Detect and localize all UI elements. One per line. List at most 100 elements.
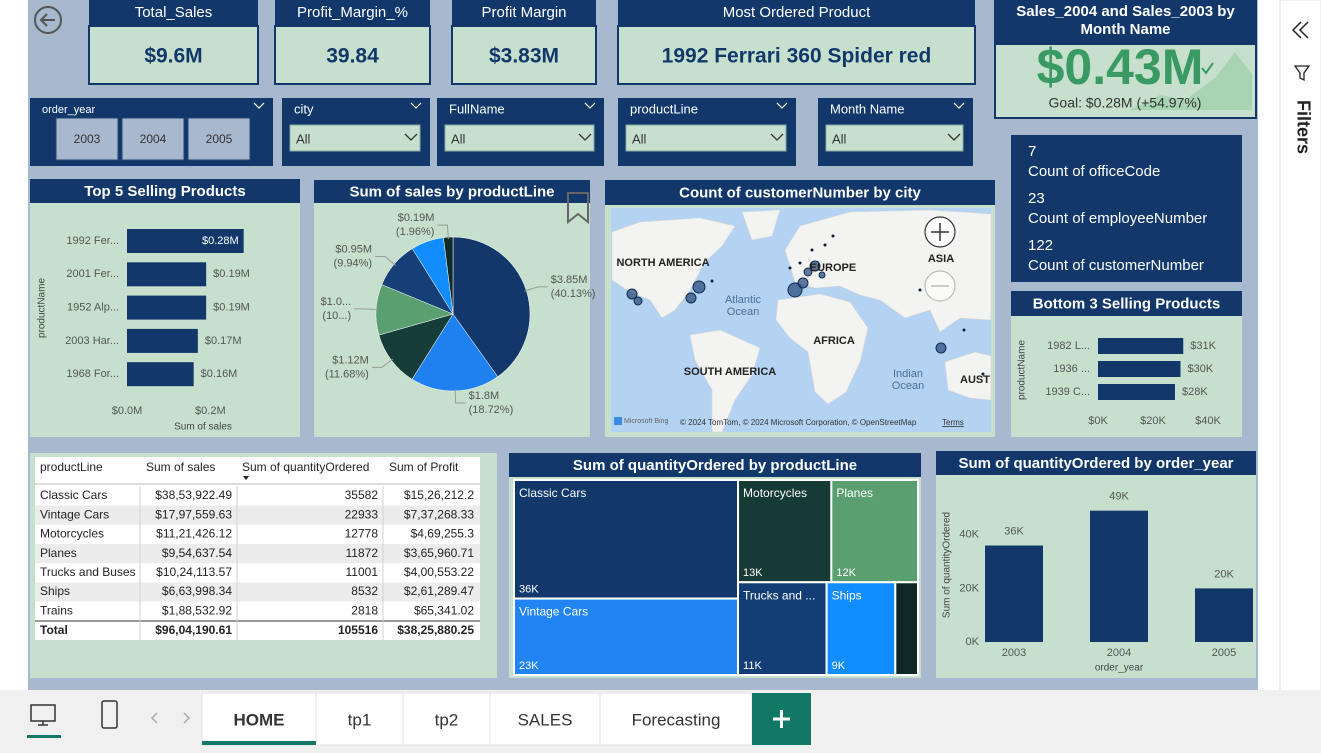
- leader-line: [454, 388, 466, 404]
- table-cell: $9,54,637.54: [162, 546, 232, 560]
- slicer-title: productLine: [630, 101, 698, 116]
- map-bubble: [692, 280, 706, 294]
- page-tab[interactable]: [315, 692, 404, 746]
- map-dot: [798, 261, 802, 265]
- column-header[interactable]: productLine: [40, 460, 103, 474]
- bar: [127, 362, 194, 387]
- slicer-option[interactable]: 2003: [74, 132, 101, 146]
- table-cell: $65,341.02: [414, 603, 474, 617]
- bar: [1098, 338, 1184, 354]
- card-body: [274, 25, 431, 85]
- table-cell: Trains: [40, 603, 73, 617]
- data-label: $28K: [1182, 386, 1208, 398]
- table-cell: $10,24,113.57: [156, 565, 232, 579]
- data-label: $0.28M: [202, 235, 239, 247]
- x-tick-label: 2005: [1212, 647, 1236, 659]
- prev-page[interactable]: [150, 712, 158, 724]
- data-label: $1.8M: [469, 390, 500, 402]
- y-tick-label: 1982 L...: [1047, 340, 1090, 352]
- table-cell: $4,69,255.3: [411, 527, 475, 541]
- table-cell: Motorcycles: [40, 527, 104, 541]
- y-tick-label: 0K: [966, 636, 980, 648]
- page-tab-label[interactable]: Forecasting: [632, 710, 721, 729]
- dropdown-value[interactable]: All: [632, 131, 647, 146]
- y-tick-label: 20K: [959, 582, 979, 594]
- dropdown-chevron: [578, 133, 592, 141]
- table-cell: 8532: [351, 584, 378, 598]
- slicer-option[interactable]: 2005: [206, 132, 233, 146]
- y-tick-label: 1952 Alp...: [67, 302, 119, 314]
- add-page[interactable]: [752, 693, 811, 745]
- dropdown[interactable]: [444, 124, 595, 152]
- kpi-value: $0.43M: [1037, 39, 1204, 95]
- next-page[interactable]: [183, 712, 191, 724]
- bing-logo: [614, 417, 622, 425]
- back-button[interactable]: [34, 6, 62, 34]
- mobile-view[interactable]: [101, 700, 118, 729]
- page-tab-label[interactable]: HOME: [234, 710, 285, 729]
- map-terms[interactable]: Terms: [942, 418, 964, 427]
- dropdown[interactable]: [289, 124, 421, 152]
- card-value: $9.6M: [144, 45, 202, 68]
- filter-icon: [1293, 65, 1311, 82]
- data-label: $0.19M: [213, 302, 250, 314]
- card-title: Total_Sales: [135, 4, 213, 21]
- dropdown-value[interactable]: All: [832, 131, 847, 146]
- page-tab[interactable]: [402, 692, 491, 746]
- desktop-view[interactable]: [27, 704, 61, 738]
- table-cell: Classic Cars: [40, 488, 107, 502]
- zoom-out[interactable]: [924, 270, 956, 302]
- dropdown-value[interactable]: All: [296, 131, 311, 146]
- treemap-tile: [894, 581, 919, 676]
- column-header[interactable]: Sum of sales: [146, 460, 215, 474]
- panel-title: Count of customerNumber by city: [679, 184, 921, 201]
- column-header[interactable]: Sum of Profit: [389, 460, 459, 474]
- slicer-option[interactable]: 2004: [140, 132, 167, 146]
- percent-label: (11.68%): [325, 368, 369, 380]
- filters-title[interactable]: Filters: [1293, 100, 1313, 154]
- percent-label: (10...): [322, 310, 351, 322]
- slicer-button[interactable]: [55, 117, 119, 161]
- card-title: Profit Margin: [481, 4, 566, 21]
- slicer-button[interactable]: [187, 117, 251, 161]
- card-header: [89, 0, 258, 26]
- filters-pane: [1279, 0, 1321, 693]
- metric-value: 23: [1028, 190, 1045, 207]
- kpi-goal: Goal: $0.28M (+54.97%): [1049, 95, 1202, 111]
- card-header: [618, 0, 975, 26]
- percent-label: (40.13%): [551, 288, 596, 300]
- zoom-in[interactable]: [924, 216, 956, 248]
- card-header: [452, 0, 596, 26]
- map-label: AFRICA: [813, 335, 855, 347]
- map-dot: [918, 288, 922, 292]
- chevron: [410, 102, 422, 109]
- bar: [1195, 588, 1253, 642]
- bookmark-icon[interactable]: [567, 192, 589, 225]
- page-tab[interactable]: [599, 692, 753, 746]
- page-tab[interactable]: [489, 692, 601, 746]
- y-axis-label: productName: [1017, 340, 1028, 400]
- column-header[interactable]: Sum of quantityOrdered: [242, 460, 369, 474]
- dropdown[interactable]: [825, 124, 964, 152]
- kpi-header: [995, 0, 1256, 45]
- tile-value: 9K: [832, 660, 846, 672]
- slicer-button[interactable]: [121, 117, 185, 161]
- chevron: [253, 102, 265, 109]
- x-tick-label: $0.0M: [112, 405, 143, 417]
- page-tab-label[interactable]: tp1: [348, 710, 372, 729]
- page-tab-label[interactable]: SALES: [518, 710, 573, 729]
- y-tick-label: 2001 Fer...: [66, 268, 119, 280]
- collapse-icon[interactable]: [1291, 21, 1309, 39]
- dropdown-value[interactable]: All: [451, 131, 466, 146]
- tile-label: Vintage Cars: [519, 605, 588, 619]
- tile-label: Ships: [832, 588, 862, 602]
- map-bubble: [685, 292, 697, 304]
- page-tab-label[interactable]: tp2: [435, 710, 459, 729]
- page-tab[interactable]: [201, 692, 317, 746]
- map-bubble: [797, 277, 809, 289]
- map-dot: [831, 234, 835, 238]
- active-tab-indicator: [202, 741, 316, 745]
- tile-label: Planes: [836, 486, 873, 500]
- treemap-tile: [513, 479, 740, 600]
- dropdown[interactable]: [625, 124, 787, 152]
